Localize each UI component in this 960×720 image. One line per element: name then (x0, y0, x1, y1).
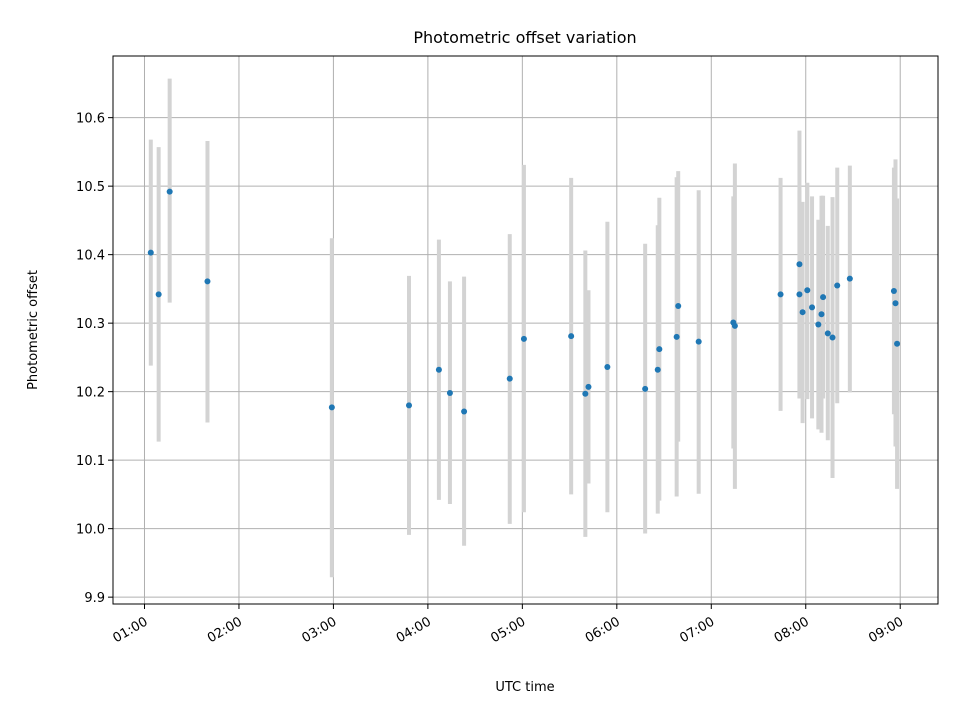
x-tick-label: 07:00 (677, 614, 717, 646)
x-tick-label: 02:00 (205, 614, 245, 646)
data-point (731, 322, 738, 329)
data-point (204, 278, 211, 285)
y-tick-label: 10.6 (76, 112, 105, 127)
x-tick-label: 06:00 (583, 614, 623, 646)
y-tick-label: 10.4 (76, 249, 105, 264)
data-point (829, 334, 836, 341)
data-point (675, 303, 682, 310)
data-point (894, 340, 901, 347)
x-tick-label: 05:00 (488, 614, 528, 646)
data-point (777, 291, 784, 298)
data-point (461, 408, 468, 415)
x-tick-label: 09:00 (866, 614, 906, 646)
y-tick-label: 10.1 (76, 454, 105, 469)
data-point (796, 261, 803, 268)
data-point (695, 338, 702, 345)
data-point (506, 375, 513, 382)
data-point (846, 275, 853, 282)
plot-frame (112, 55, 939, 605)
data-point (582, 390, 589, 397)
data-point (604, 363, 611, 370)
data-point (799, 309, 806, 316)
x-tick-label: 03:00 (299, 614, 339, 646)
x-axis-ticks: 01:00 02:00 03:00 04:00 05:00 06:00 07:00 08:00… (111, 604, 906, 646)
data-point (656, 346, 663, 353)
data-point (834, 282, 841, 289)
x-tick-label: 04:00 (394, 614, 434, 646)
data-point (520, 335, 527, 342)
x-tick-label: 08:00 (772, 614, 812, 646)
data-point (815, 321, 822, 328)
error-bars (148, 78, 900, 578)
data-point (585, 383, 592, 390)
y-axis-label: Photometric offset (26, 270, 41, 390)
data-point (818, 311, 825, 318)
data-point (796, 291, 803, 298)
data-point (166, 188, 173, 195)
y-tick-label: 10.5 (76, 180, 105, 195)
data-point (147, 249, 154, 256)
y-axis-ticks: 9.9 10.0 10.1 10.2 10.3 10.4 10.5 10.6 (76, 112, 113, 606)
data-point (804, 287, 811, 294)
y-tick-label: 10.2 (76, 386, 105, 401)
x-tick-label: 01:00 (111, 614, 151, 646)
data-point (890, 287, 897, 294)
data-point (568, 333, 575, 340)
data-point (405, 402, 412, 409)
data-point (820, 294, 827, 301)
chart-title: Photometric offset variation (413, 28, 636, 47)
y-tick-label: 10.0 (76, 523, 105, 538)
data-point (155, 291, 162, 298)
data-point (642, 385, 649, 392)
y-tick-label: 9.9 (84, 591, 105, 606)
data-point (673, 333, 680, 340)
data-point (892, 300, 899, 307)
x-axis-label: UTC time (495, 680, 554, 695)
data-point (824, 330, 831, 337)
data-point (654, 366, 661, 373)
data-point (328, 404, 335, 411)
data-point (446, 390, 453, 397)
data-point (809, 304, 816, 311)
y-tick-label: 10.3 (76, 317, 105, 332)
data-points (147, 188, 901, 415)
data-point (435, 366, 442, 373)
